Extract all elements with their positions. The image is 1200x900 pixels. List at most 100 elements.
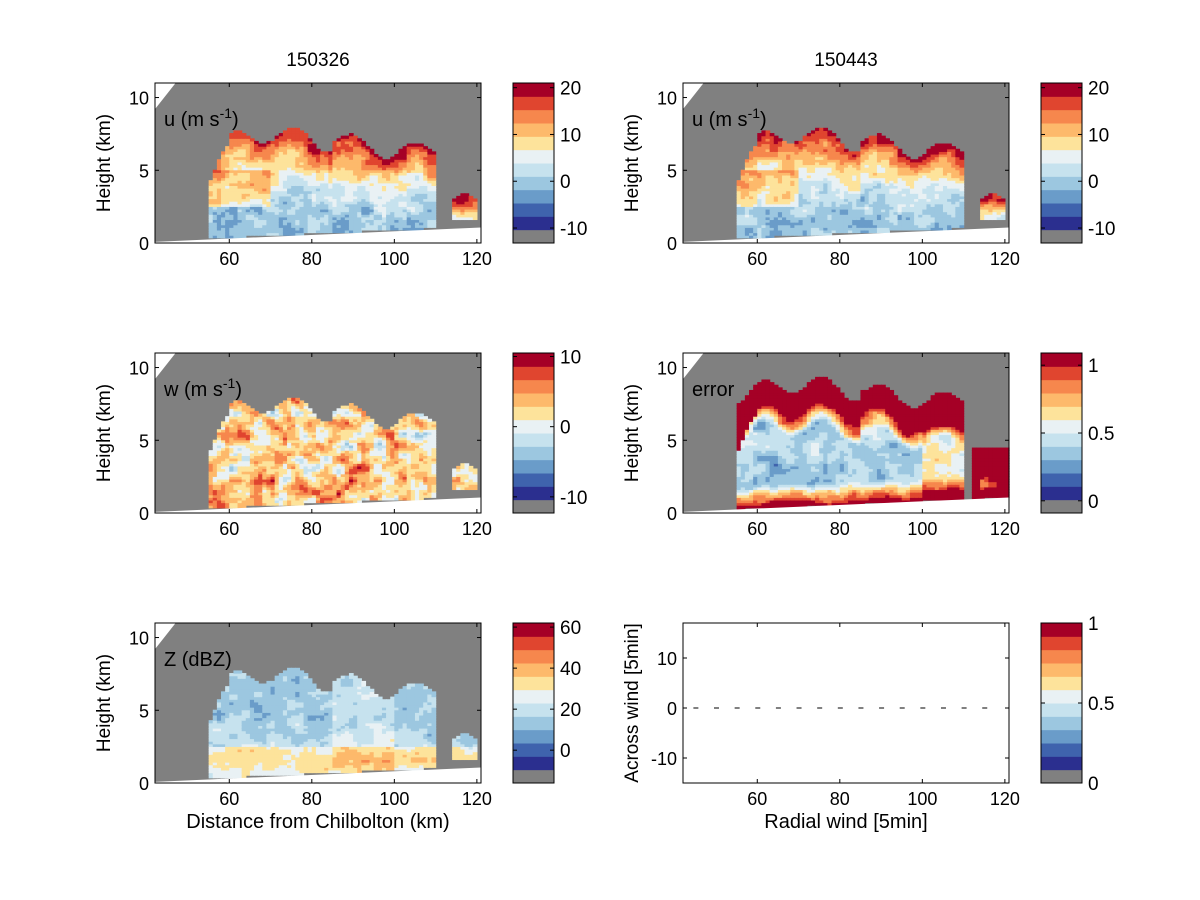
heatmap-cell [905, 216, 911, 221]
heatmap-cell [373, 195, 379, 200]
heatmap-cell [303, 465, 309, 470]
heatmap-cell [369, 227, 375, 231]
heatmap-cell [225, 473, 230, 477]
heatmap-cell [266, 146, 272, 150]
heatmap-cell [237, 151, 243, 155]
heatmap-cell [872, 167, 878, 171]
heatmap-cell [249, 174, 255, 179]
heatmap-cell [336, 208, 342, 213]
heatmap-cell [287, 188, 292, 192]
heatmap-cell [287, 400, 292, 404]
heatmap-cell [237, 143, 243, 147]
heatmap-cell [270, 180, 276, 184]
heatmap-cell [270, 232, 276, 236]
heatmap-cell [208, 481, 214, 485]
heatmap-cell [282, 452, 288, 456]
heatmap-cell [278, 431, 284, 436]
heatmap-cell [843, 185, 849, 189]
heatmap-cell [221, 478, 226, 483]
heatmap-cell [922, 174, 928, 179]
heatmap-cell [270, 172, 276, 176]
heatmap-cell [295, 138, 301, 142]
heatmap-cell [749, 227, 754, 231]
heatmap-cell [897, 188, 903, 192]
heatmap-cell [431, 211, 437, 215]
heatmap-cell [786, 227, 791, 231]
heatmap-cell [311, 484, 317, 488]
heatmap-cell [934, 185, 940, 189]
heatmap-cell [237, 148, 243, 152]
heatmap-cell [249, 471, 255, 475]
heatmap-cell [926, 182, 932, 186]
heatmap-cell [307, 193, 313, 197]
heatmap-cell [938, 193, 944, 197]
heatmap-cell [311, 161, 317, 166]
heatmap-cell [353, 211, 358, 215]
heatmap-cell [835, 177, 841, 181]
heatmap-cell [315, 492, 321, 496]
heatmap-cell [765, 227, 771, 231]
heatmap-cell [361, 203, 367, 207]
heatmap-cell [340, 161, 346, 166]
heatmap-cell [373, 227, 379, 231]
heatmap-cell [249, 185, 255, 189]
heatmap-cell [237, 410, 243, 415]
heatmap-cell [996, 216, 1002, 221]
heatmap-cell [897, 180, 903, 184]
heatmap-cell [221, 489, 226, 493]
heatmap-cell [777, 232, 783, 236]
heatmap-cell [810, 229, 816, 234]
heatmap-cell [790, 208, 796, 213]
heatmap-cell [959, 211, 965, 215]
heatmap-cell [221, 484, 226, 488]
heatmap-cell [328, 188, 334, 192]
heatmap-cell [369, 216, 375, 221]
heatmap-cell [233, 468, 239, 472]
heatmap-cell [740, 203, 746, 207]
heatmap-cell [794, 214, 800, 218]
heatmap-cell [876, 156, 882, 160]
heatmap-cell [229, 416, 235, 420]
heatmap-cell [237, 222, 243, 226]
heatmap-cell [881, 188, 886, 192]
heatmap-cell [386, 161, 391, 166]
heatmap-cell [856, 190, 862, 194]
heatmap-cell [761, 219, 767, 223]
heatmap-cell [270, 492, 276, 496]
heatmap-cell [270, 418, 276, 422]
heatmap-cell [348, 143, 354, 147]
heatmap-cell [381, 195, 387, 200]
heatmap-cell [254, 214, 259, 218]
heatmap-cell [753, 229, 758, 234]
heatmap-cell [216, 439, 222, 443]
heatmap-cell [266, 211, 272, 215]
heatmap-cell [299, 434, 305, 438]
heatmap-cell [815, 180, 820, 184]
heatmap-cell [848, 214, 853, 218]
heatmap-cell [262, 463, 268, 467]
heatmap-cell [769, 164, 775, 168]
heatmap-cell [394, 169, 400, 173]
heatmap-cell [889, 219, 895, 223]
heatmap-cell [233, 405, 239, 409]
heatmap-cell [225, 198, 230, 202]
heatmap-cell [419, 169, 424, 173]
heatmap-cell [237, 489, 243, 493]
heatmap-cell [753, 232, 758, 236]
heatmap-cell [464, 201, 470, 205]
heatmap-cell [427, 190, 433, 194]
heatmap-cell [291, 434, 296, 438]
heatmap-cell [299, 439, 305, 443]
heatmap-cell [270, 476, 276, 480]
heatmap-cell [802, 198, 808, 202]
heatmap-cell [431, 185, 437, 189]
heatmap-cell [864, 216, 870, 221]
heatmap-cell [229, 452, 235, 456]
heatmap-cell [320, 458, 325, 462]
heatmap-cell [806, 216, 812, 221]
heatmap-cell [860, 227, 866, 231]
heatmap-cell [212, 227, 218, 231]
heatmap-cell [258, 159, 263, 163]
heatmap-cell [221, 185, 226, 189]
